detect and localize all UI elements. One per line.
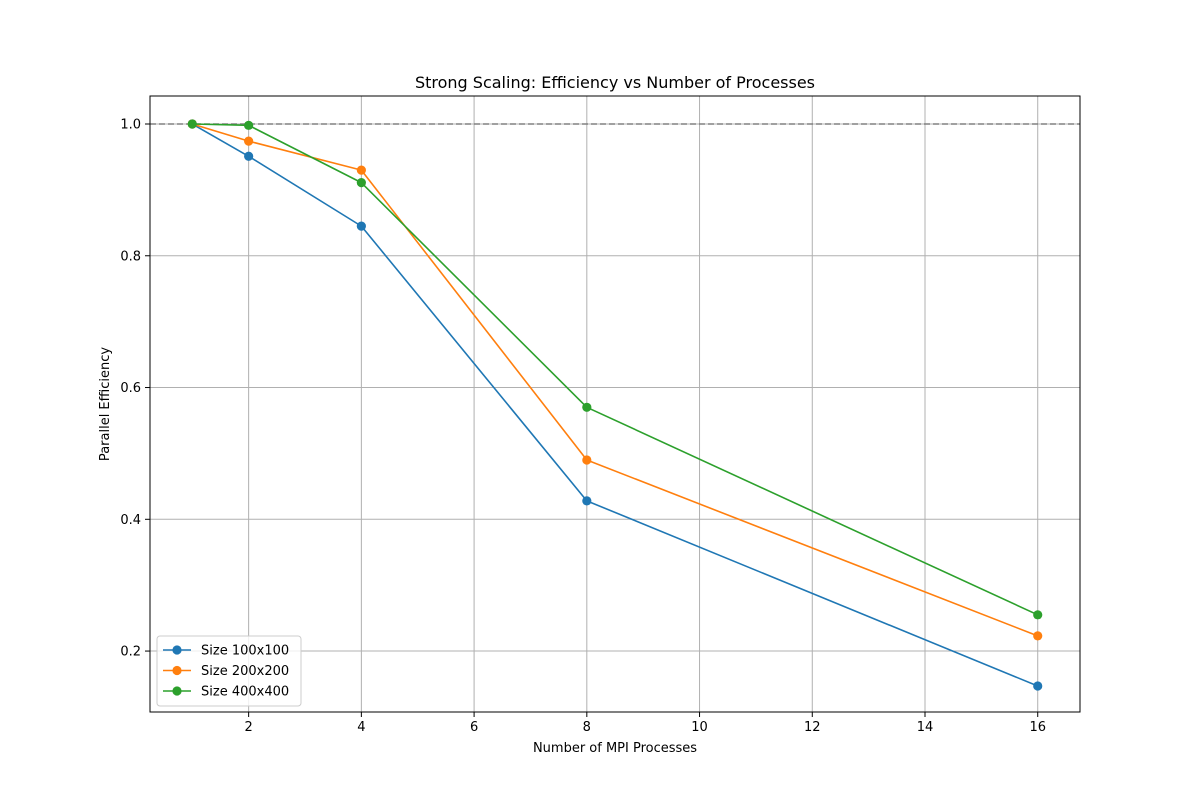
x-tick-label: 4: [357, 720, 365, 735]
legend-label: Size 100x100: [201, 644, 289, 659]
x-axis-label: Number of MPI Processes: [533, 741, 697, 756]
legend-marker: [172, 645, 182, 655]
y-tick-label: 1.0: [120, 118, 141, 133]
data-point: [1033, 610, 1043, 620]
data-point: [187, 119, 197, 129]
legend: Size 100x100 Size 200x200 Size 400x400: [156, 635, 302, 707]
data-point: [244, 120, 254, 130]
x-tick-label: 6: [470, 720, 478, 735]
y-axis-label: Parallel Efficiency: [98, 347, 113, 461]
legend-box: [156, 635, 302, 707]
y-tick-label: 0.2: [120, 645, 141, 660]
legend-marker: [172, 686, 182, 696]
legend-label: Size 400x400: [201, 685, 289, 700]
x-tick-label: 10: [691, 720, 708, 735]
x-tick-label: 14: [917, 720, 934, 735]
x-axis-ticks: 2 4 6 8 10 12 14 16: [244, 712, 1046, 735]
data-point: [356, 178, 366, 188]
y-tick-label: 0.4: [120, 513, 141, 528]
data-point: [582, 496, 592, 506]
data-point: [582, 455, 592, 465]
data-point: [244, 136, 254, 146]
data-point: [244, 151, 254, 161]
x-tick-label: 2: [244, 720, 252, 735]
data-point: [1033, 681, 1043, 691]
y-axis-ticks: 0.2 0.4 0.6 0.8 1.0: [120, 118, 150, 660]
data-point: [1033, 631, 1043, 641]
legend-label: Size 200x200: [201, 664, 289, 679]
plot-frame: [149, 95, 1081, 713]
series-size-400x400: [187, 119, 1043, 620]
series-layer: [187, 119, 1043, 691]
x-tick-label: 12: [804, 720, 821, 735]
x-tick-label: 8: [583, 720, 591, 735]
data-point: [582, 402, 592, 412]
legend-marker: [172, 665, 182, 676]
x-tick-label: 16: [1029, 720, 1046, 735]
y-tick-label: 0.6: [120, 381, 141, 396]
grid: [150, 96, 1080, 712]
data-point: [356, 165, 366, 175]
chart-title: Strong Scaling: Efficiency vs Number of …: [415, 73, 815, 92]
data-point: [356, 221, 366, 231]
y-tick-label: 0.8: [120, 249, 141, 264]
